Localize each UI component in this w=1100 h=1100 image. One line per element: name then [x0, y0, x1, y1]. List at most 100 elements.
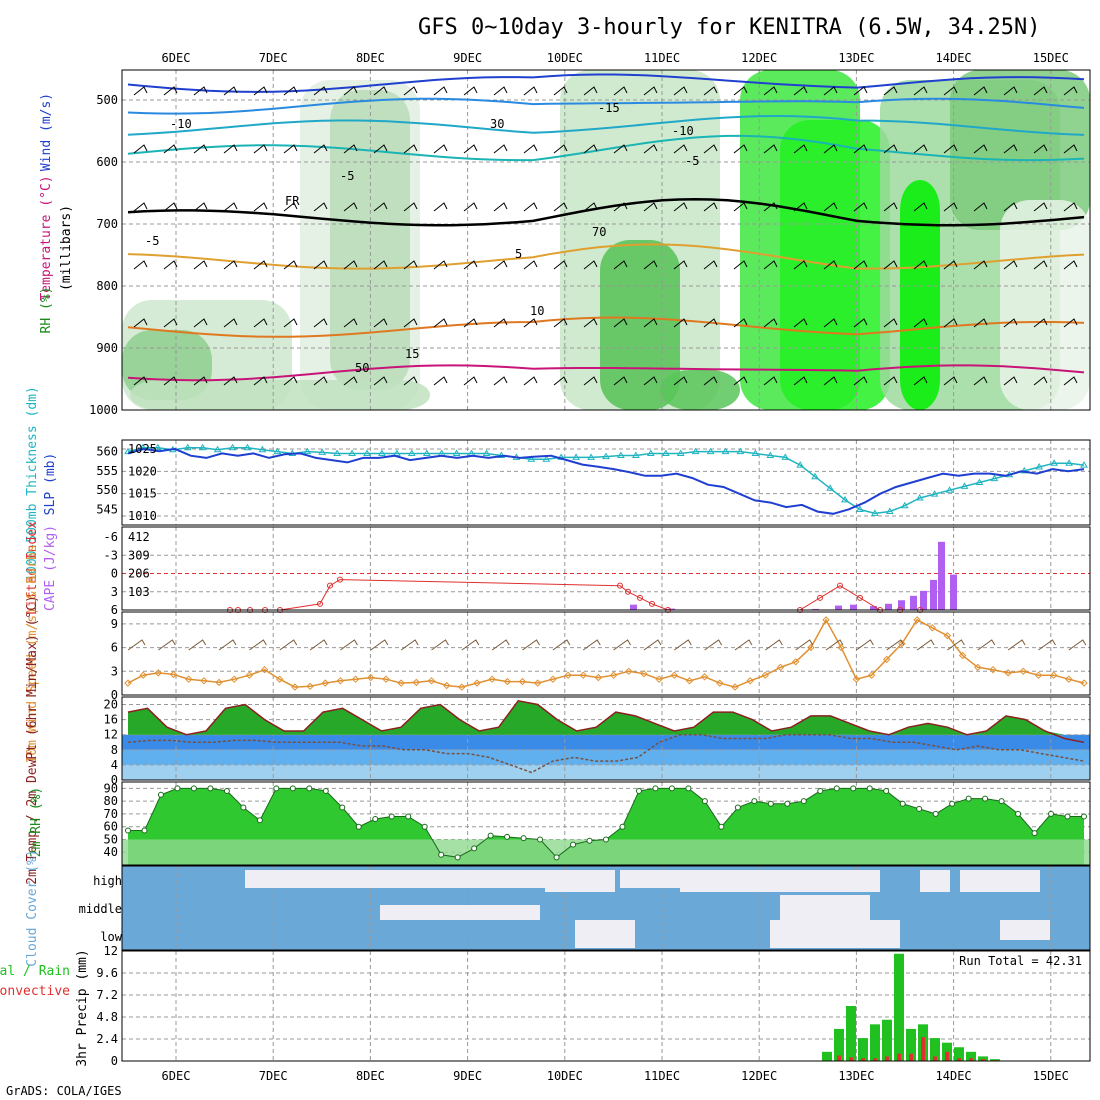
x-tick-label-top: 14DEC — [936, 51, 972, 65]
wind-barb — [493, 86, 508, 96]
surface-wind-barb — [158, 639, 176, 651]
li-tick-label: 6 — [111, 603, 118, 617]
wind-barb — [703, 376, 718, 386]
wind-speed-marker — [837, 643, 845, 652]
wind-barb — [1063, 144, 1078, 154]
lifted-index-axis-label: Lifted Index — [25, 521, 40, 615]
rh-marker — [306, 785, 313, 792]
contour-label: 70 — [592, 225, 606, 239]
wind-barb — [1033, 86, 1048, 96]
wind-barb — [733, 86, 748, 96]
wind-barb — [283, 202, 298, 212]
cloud-clear-block — [245, 870, 545, 888]
wind-barb — [253, 318, 268, 328]
rh-marker — [570, 841, 577, 848]
wind-barb — [1063, 260, 1078, 270]
wind-barb — [223, 86, 238, 96]
wind-speed-marker — [169, 670, 178, 679]
thickness-marker — [990, 474, 999, 482]
wind-barb — [613, 318, 628, 328]
x-tick-label-bottom: 15DEC — [1033, 1069, 1069, 1083]
lifted-index-marker — [637, 594, 643, 601]
cape-bar — [950, 574, 957, 610]
wind-barb — [763, 376, 778, 386]
wind-barb — [343, 202, 358, 212]
rh-marker — [1031, 830, 1038, 837]
cape-bar — [938, 541, 945, 610]
rh-marker — [784, 800, 791, 807]
thickness-marker — [602, 452, 610, 460]
panel-frame — [121, 611, 1091, 696]
wind-speed-marker — [791, 658, 800, 666]
rh-marker — [603, 836, 609, 843]
rh-marker — [372, 816, 379, 823]
rh-marker — [471, 845, 478, 852]
precip-total-bar — [942, 1042, 952, 1061]
x-tick-label-top: 6DEC — [162, 51, 191, 65]
surface-wind-barb — [218, 639, 237, 651]
wind-barb — [973, 376, 988, 386]
y-tick-label: 500 — [96, 93, 118, 107]
precip-convective-bar — [885, 1056, 889, 1061]
precip-total-bar — [990, 1059, 1000, 1061]
wind-barb — [283, 86, 298, 96]
thickness-marker — [243, 443, 252, 451]
wind-barb — [733, 144, 748, 154]
wind-barb — [133, 202, 148, 212]
y-tick-label: 800 — [96, 279, 118, 293]
precip-convective-bar — [873, 1058, 877, 1061]
y-tick-label: 0 — [111, 688, 118, 702]
lifted-index-marker — [317, 600, 323, 607]
thickness-marker — [632, 451, 640, 458]
wind-barb — [403, 144, 418, 154]
wind-speed-marker — [124, 679, 132, 687]
y-tick-label: 700 — [96, 217, 118, 231]
cloud-level-label: high — [93, 874, 122, 888]
contour-label: FR — [285, 194, 300, 208]
thickness-tick-label: 550 — [96, 483, 118, 497]
chart-title: GFS 0~10day 3-hourly for KENITRA (6.5W, … — [418, 15, 1041, 40]
rh-marker — [767, 800, 774, 807]
rh-shade — [660, 370, 740, 410]
wind-barb — [163, 202, 178, 212]
lifted-index-marker — [857, 594, 863, 601]
slp-axis-label: SLP (mb) — [43, 453, 58, 516]
li-tick-label: -6 — [104, 530, 118, 544]
wind-speed-marker — [579, 671, 587, 679]
surface-wind-barb — [461, 639, 480, 651]
y-tick-label: 8 — [111, 743, 118, 757]
wind-barb — [283, 376, 298, 386]
wind-barb — [883, 202, 898, 212]
wind-barb — [643, 86, 658, 96]
lifted-index-marker — [617, 582, 623, 589]
thickness-marker — [945, 486, 954, 493]
dewpoint-line — [127, 733, 1085, 774]
wind-barb — [553, 260, 568, 270]
wind-speed-marker — [928, 624, 937, 632]
wind-barb — [133, 318, 148, 328]
wind-barb — [943, 318, 958, 328]
x-tick-label-top: 11DEC — [644, 51, 680, 65]
wind-barb — [343, 260, 358, 270]
wind-barb — [523, 86, 538, 96]
x-tick-label-top: 13DEC — [838, 51, 874, 65]
x-tick-label-bottom: 7DEC — [259, 1069, 288, 1083]
thickness-marker — [691, 447, 700, 455]
wind-speed-marker — [655, 675, 663, 683]
rh-marker — [751, 798, 758, 805]
wind-barb — [1003, 318, 1018, 328]
rh-marker — [883, 787, 890, 794]
slp-tick-label: 1015 — [128, 487, 157, 501]
precip-convective-bar — [957, 1058, 961, 1061]
thickness-marker — [975, 478, 984, 485]
surface-wind-barb — [188, 639, 207, 651]
y-tick-label: 12 — [104, 728, 118, 742]
wind-barb — [823, 376, 838, 386]
rh-marker — [339, 804, 346, 811]
thickness-marker — [378, 449, 386, 456]
wind-barb — [703, 86, 718, 96]
wind-speed-marker — [200, 677, 208, 685]
precip-convective-bar — [897, 1053, 901, 1061]
precip-total-bar — [858, 1038, 868, 1061]
wind-barb — [433, 318, 448, 328]
